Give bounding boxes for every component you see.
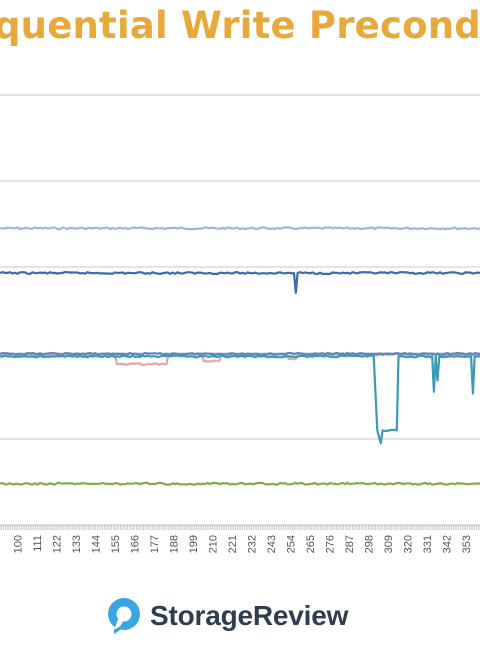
x-tick-label: 122 xyxy=(52,535,64,553)
x-tick-label: 342 xyxy=(441,535,453,553)
x-tick-label: 265 xyxy=(305,535,317,553)
x-tick-label: 254 xyxy=(285,535,297,553)
x-tick-label: 331 xyxy=(422,535,434,553)
x-axis-ticks: 100 111 122 133 144 155 166 177 188 199 210 221 232 2… xyxy=(0,525,480,553)
storagereview-pin-icon xyxy=(108,598,140,634)
x-tick-label: 155 xyxy=(110,535,122,553)
series-line xyxy=(0,354,480,445)
x-tick-label: 199 xyxy=(188,535,200,553)
chart-title: quential Write Precond xyxy=(0,4,480,47)
series-line xyxy=(0,481,480,486)
series-line xyxy=(0,226,480,231)
x-tick-label: 353 xyxy=(461,535,473,553)
gridlines xyxy=(0,94,480,440)
x-tick-label: 188 xyxy=(169,535,181,553)
storagereview-logo: StorageReview xyxy=(106,596,348,636)
x-tick-label: 177 xyxy=(149,535,161,553)
x-tick-label: 166 xyxy=(130,535,142,553)
x-tick-label: 276 xyxy=(324,535,336,553)
logo-text: StorageReview xyxy=(150,600,349,631)
x-tick-label: 243 xyxy=(266,535,278,553)
x-tick-label: 298 xyxy=(363,535,375,553)
series-line xyxy=(0,351,480,356)
x-tick-label: 133 xyxy=(71,535,83,553)
x-tick-label: 320 xyxy=(402,535,414,553)
x-tick-label: 232 xyxy=(247,535,259,553)
x-tick-label: 210 xyxy=(208,535,220,553)
x-tick-label: 287 xyxy=(344,535,356,553)
series-lines xyxy=(0,226,480,486)
x-tick-label: 144 xyxy=(91,535,103,553)
x-tick-label: 100 xyxy=(13,535,25,553)
x-tick-label: 221 xyxy=(227,535,239,553)
series-line xyxy=(0,271,480,294)
x-tick-label: 111 xyxy=(32,535,44,552)
x-tick-label: 309 xyxy=(383,535,395,553)
